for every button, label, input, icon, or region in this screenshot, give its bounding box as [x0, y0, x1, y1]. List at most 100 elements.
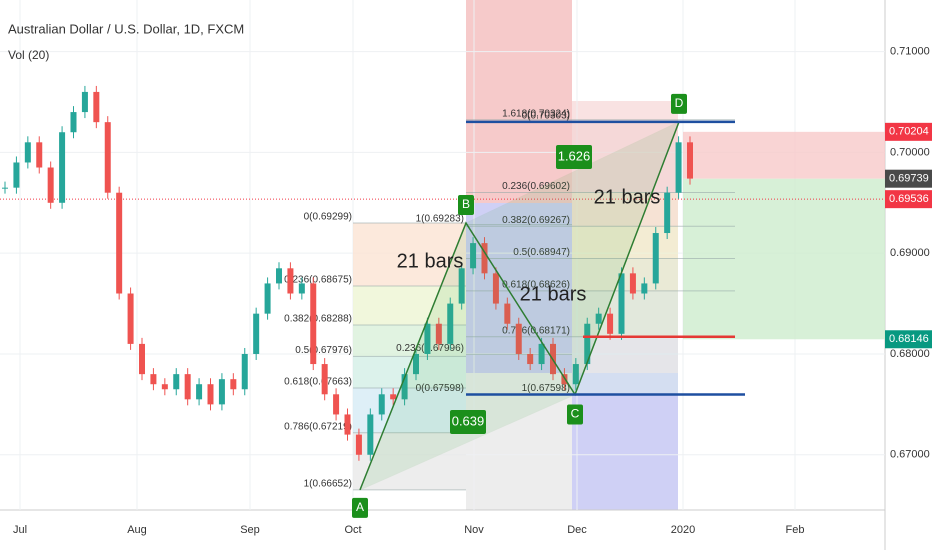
- candle: [207, 384, 214, 405]
- pattern-point-box: [671, 93, 687, 114]
- pattern-point-label: D: [675, 96, 684, 110]
- candle: [675, 142, 682, 193]
- candle: [36, 142, 43, 168]
- price-marker: [885, 169, 932, 188]
- fib-label: 1.618(0.70324): [502, 108, 570, 119]
- candle: [116, 192, 123, 294]
- fib-label: 0.382(0.69267): [502, 215, 570, 226]
- candle: [344, 414, 351, 435]
- fib-label: 0.236(0.68675): [284, 275, 352, 286]
- ratio-box: [450, 410, 486, 434]
- candle: [81, 91, 88, 113]
- fib-label: 0(0.70303): [522, 110, 570, 121]
- candle: [401, 374, 408, 400]
- candle: [367, 414, 374, 455]
- price-marker-label: 0.69536: [889, 193, 929, 205]
- candle: [241, 353, 248, 390]
- candle: [470, 243, 477, 269]
- bar-count-label: 21 bars: [397, 250, 464, 272]
- candle: [276, 268, 282, 284]
- candle: [230, 379, 237, 390]
- fib-label: 0.236(0.69602): [502, 181, 570, 192]
- fib-label: 0.786(0.67219): [284, 421, 352, 432]
- candle: [618, 273, 625, 334]
- candle: [641, 283, 648, 294]
- candle: [253, 313, 260, 354]
- y-tick-label: 0.67000: [890, 449, 930, 461]
- candle: [538, 343, 545, 365]
- x-tick-label: Oct: [344, 524, 361, 536]
- candle: [664, 192, 671, 234]
- fib-label: 0.5(0.68947): [513, 247, 570, 258]
- pattern-line: [359, 121, 680, 491]
- fib-label: 0.786(0.68171): [502, 325, 570, 336]
- bar-count-label: 21 bars: [520, 283, 587, 305]
- candle: [333, 394, 340, 415]
- fib-label: 0(0.67598): [416, 383, 464, 394]
- fib-label: 0.382(0.68288): [284, 314, 352, 325]
- fib-label: 1(0.67598): [522, 383, 570, 394]
- fib-band: [353, 356, 466, 388]
- fib-label: 1(0.66652): [304, 478, 352, 489]
- candle: [447, 303, 454, 344]
- candle: [629, 273, 636, 294]
- pattern-point-label: A: [356, 500, 364, 514]
- fib-band: [353, 324, 466, 357]
- candle: [458, 268, 465, 304]
- candle: [321, 364, 328, 395]
- pattern-point-box: [352, 497, 368, 518]
- candle: [584, 323, 591, 365]
- candle: [298, 283, 305, 294]
- ratio-label: 1.626: [558, 148, 591, 163]
- candle: [413, 353, 419, 375]
- candle: [355, 434, 362, 455]
- time-zone: [466, 0, 572, 203]
- x-tick-label: Jul: [13, 524, 27, 536]
- candle: [504, 303, 511, 324]
- price-marker-label: 0.69739: [889, 173, 929, 185]
- y-tick-label: 0.69000: [890, 247, 930, 259]
- pattern-point-label: C: [571, 407, 580, 421]
- candle: [492, 273, 499, 304]
- candle: [424, 323, 431, 354]
- candle: [93, 91, 100, 123]
- candle: [104, 122, 111, 193]
- price-marker-label: 0.70204: [889, 126, 929, 138]
- candle: [173, 374, 180, 390]
- candle: [161, 384, 168, 390]
- candle: [595, 313, 602, 324]
- fib-band: [572, 192, 678, 227]
- candle: [47, 167, 54, 203]
- candle: [527, 353, 534, 365]
- x-tick-label: Sep: [240, 524, 260, 536]
- bar-count-label: 21 bars: [594, 186, 661, 208]
- price-marker: [885, 330, 932, 349]
- candle: [59, 132, 66, 203]
- candle: [196, 384, 203, 400]
- candle: [218, 379, 225, 405]
- fib-band: [572, 226, 678, 259]
- candle: [390, 394, 397, 400]
- candle: [150, 374, 157, 385]
- y-tick-label: 0.68000: [890, 348, 930, 360]
- candle: [607, 313, 614, 334]
- fib-band: [353, 223, 466, 286]
- pattern-point-box: [458, 195, 474, 216]
- ratio-label: 0.639: [452, 413, 485, 428]
- candle: [70, 112, 77, 133]
- price-marker-label: 0.68146: [889, 333, 929, 345]
- ratio-box: [556, 145, 592, 169]
- pattern-point-label: B: [462, 197, 470, 211]
- time-zone: [572, 373, 678, 510]
- x-tick-label: 2020: [671, 524, 695, 536]
- x-tick-label: Feb: [786, 524, 805, 536]
- candle: [515, 323, 522, 354]
- candle: [139, 343, 145, 375]
- x-tick-label: Dec: [567, 524, 587, 536]
- candle: [127, 293, 134, 344]
- candle: [310, 283, 317, 365]
- chart-title: Australian Dollar / U.S. Dollar, 1D, FXC…: [8, 21, 244, 36]
- x-tick-label: Nov: [464, 524, 484, 536]
- time-zone: [466, 373, 572, 510]
